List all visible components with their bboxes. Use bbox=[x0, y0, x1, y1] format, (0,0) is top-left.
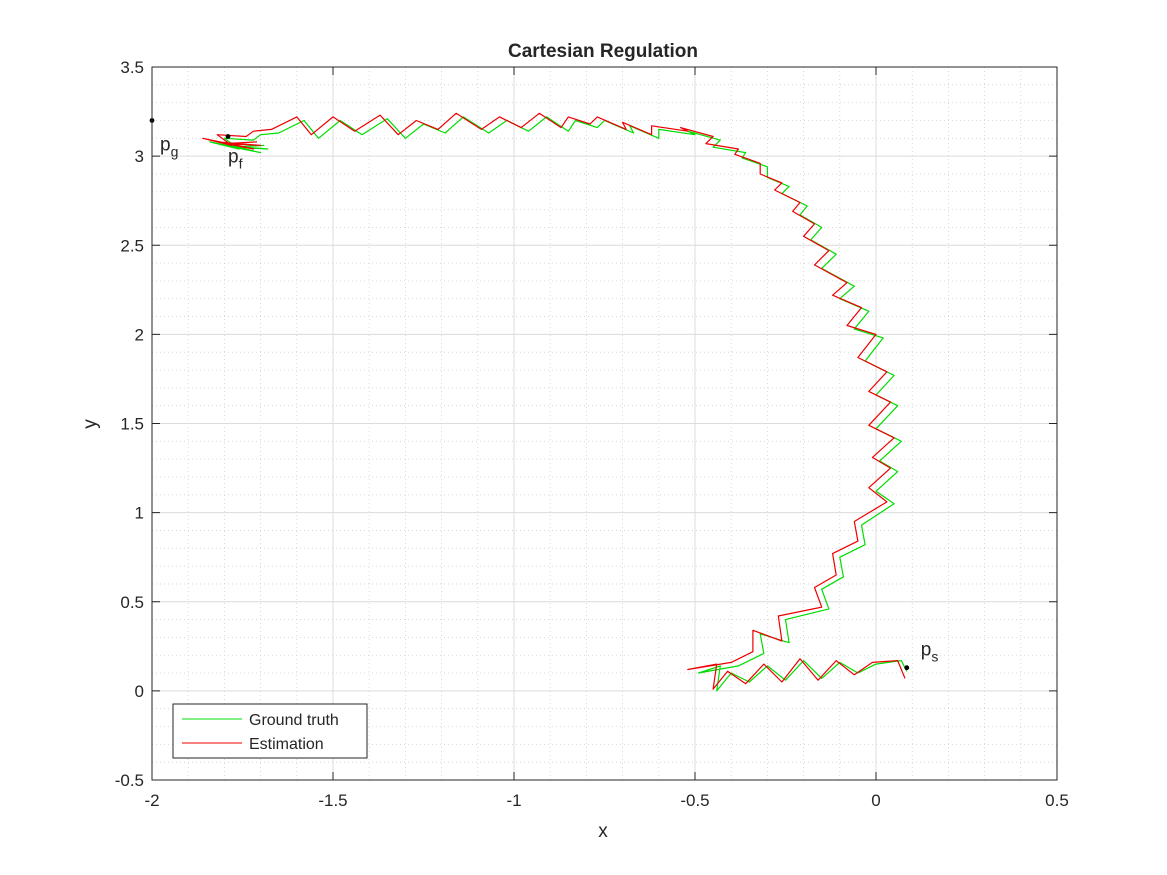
series-layer bbox=[202, 112, 908, 692]
y-tick-label: 0.5 bbox=[120, 593, 144, 612]
point-marker-p-s bbox=[904, 665, 910, 671]
y-axis-label: y bbox=[80, 419, 101, 429]
x-axis-label: x bbox=[598, 821, 608, 842]
y-tick-label: 3 bbox=[135, 147, 144, 166]
point-label-subscript: g bbox=[171, 143, 179, 159]
series-line-ground-truth bbox=[209, 116, 908, 692]
legend-box bbox=[172, 703, 368, 759]
x-tick-label: 0 bbox=[871, 791, 880, 810]
x-tick-label: 0.5 bbox=[1045, 791, 1069, 810]
y-axis-ticks: -0.5 0 0.5 1 1.5 2 2.5 3 3.5 bbox=[115, 58, 1057, 790]
y-tick-label: 3.5 bbox=[120, 58, 144, 77]
point-label-subscript: f bbox=[239, 156, 243, 172]
x-tick-label: -0.5 bbox=[680, 791, 709, 810]
y-tick-label: 1 bbox=[135, 504, 144, 523]
y-tick-label: 0 bbox=[135, 682, 144, 701]
y-tick-label: 2 bbox=[135, 325, 144, 344]
x-axis-ticks: -2 -1.5 -1 -0.5 0 0.5 bbox=[144, 67, 1069, 810]
legend-label-estimation: Estimation bbox=[249, 736, 324, 753]
point-label-subscript: s bbox=[931, 649, 938, 665]
x-tick-label: -2 bbox=[144, 791, 159, 810]
y-tick-label: 1.5 bbox=[120, 415, 144, 434]
x-tick-label: -1 bbox=[506, 791, 521, 810]
chart-title: Cartesian Regulation bbox=[508, 41, 698, 62]
legend-label-ground-truth: Ground truth bbox=[249, 712, 339, 729]
legend: Ground truth Estimation bbox=[172, 703, 368, 759]
x-tick-label: -1.5 bbox=[318, 791, 347, 810]
point-marker-p-f bbox=[225, 134, 231, 139]
series-line-estimation bbox=[202, 112, 906, 690]
y-tick-label: 2.5 bbox=[120, 236, 144, 255]
y-tick-label: -0.5 bbox=[115, 771, 144, 790]
